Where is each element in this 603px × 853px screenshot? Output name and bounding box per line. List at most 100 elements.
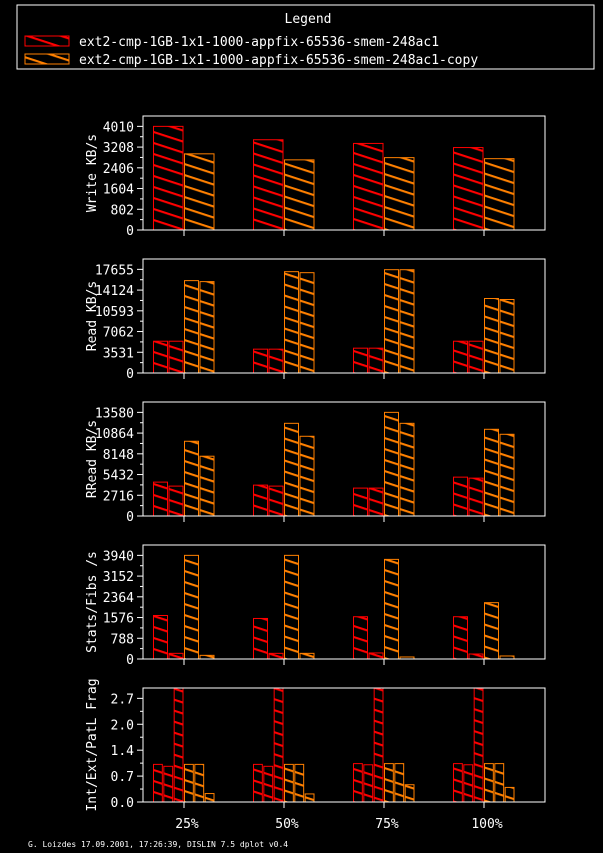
bar: [199, 654, 215, 660]
bar: [468, 653, 484, 660]
y-tick-label: 2.0: [111, 718, 134, 733]
bar: [168, 340, 184, 374]
bar: [284, 422, 299, 517]
legend-label-series-2: ext2-cmp-1GB-1x1-1000-appfix-65536-smem-…: [79, 53, 478, 68]
y-tick-label: 0: [126, 510, 134, 525]
bar: [253, 484, 268, 517]
y-tick-label: 4010: [103, 120, 134, 135]
bar: [468, 340, 484, 374]
bar: [384, 558, 399, 660]
bar: [268, 485, 284, 517]
bar: [353, 616, 368, 660]
y-axis-label: RRead KB/s: [85, 420, 100, 498]
bar: [184, 554, 199, 660]
bar: [273, 687, 284, 803]
bar: [453, 616, 468, 660]
bar: [473, 687, 484, 803]
bar: [368, 347, 384, 374]
bar: [353, 763, 363, 803]
bar: [299, 272, 315, 374]
bar: [253, 348, 268, 374]
y-tick-label: 0: [126, 653, 134, 668]
bar: [384, 157, 415, 231]
bar: [384, 763, 394, 803]
legend-box: [16, 4, 595, 70]
bar: [463, 764, 474, 803]
legend-swatch-series-1: [24, 35, 70, 47]
y-tick-label: 1604: [103, 183, 134, 198]
bar: [153, 614, 168, 660]
bar: [194, 763, 205, 803]
y-tick-label: 10864: [95, 427, 134, 442]
legend-label-series-1: ext2-cmp-1GB-1x1-1000-appfix-65536-smem-…: [79, 35, 439, 50]
plot-frame: [142, 401, 546, 517]
y-tick-label: 2406: [103, 162, 134, 177]
y-tick-label: 0.7: [111, 770, 134, 785]
bar: [404, 784, 415, 803]
bar: [399, 422, 415, 517]
y-axis-label: Stats/Fibs /s: [85, 551, 100, 653]
bar: [494, 763, 505, 803]
bar: [484, 763, 494, 803]
bar: [499, 298, 515, 374]
bar: [484, 298, 499, 374]
y-tick-label: 14124: [95, 284, 134, 299]
bar: [304, 793, 315, 803]
bar: [373, 687, 384, 803]
plot-frame: [142, 115, 546, 231]
y-axis-label: Read KB/s: [85, 281, 100, 351]
bar: [453, 476, 468, 517]
bar: [268, 348, 284, 374]
bar: [284, 159, 315, 231]
bar: [299, 652, 315, 660]
panel-int-ext-patl-frag: 0.0 0.7 1.4 2.0 2.7 Int/Ext/PatL Frag: [85, 678, 546, 812]
y-tick-label: 3531: [103, 346, 134, 361]
bar: [253, 617, 268, 660]
bar: [453, 763, 463, 803]
y-tick-label: 3152: [103, 570, 134, 585]
bar: [484, 602, 499, 660]
bar: [173, 687, 184, 803]
y-tick-label: 0: [126, 367, 134, 382]
plot-frame: [142, 544, 546, 660]
bar: [204, 793, 215, 803]
bar: [253, 763, 263, 803]
y-tick-label: 0: [126, 224, 134, 239]
bar: [299, 435, 315, 517]
y-tick-label: 10593: [95, 305, 134, 320]
bar: [153, 340, 168, 374]
bar: [153, 763, 163, 803]
y-tick-label: 8148: [103, 448, 134, 463]
bar: [253, 139, 284, 231]
bar: [284, 763, 294, 803]
y-tick-label: 5432: [103, 469, 134, 484]
bar: [284, 271, 299, 374]
bar: [184, 153, 215, 231]
plot-frame: [142, 687, 546, 803]
bar: [399, 269, 415, 374]
legend-swatch-series-2: [24, 53, 70, 65]
y-tick-label: 17655: [95, 263, 134, 278]
x-axis-labels: 25% 50% 75% 100%: [175, 817, 503, 832]
bar: [384, 411, 399, 517]
y-tick-label: 2716: [103, 489, 134, 504]
bar: [199, 455, 215, 517]
y-tick-label: 1576: [103, 612, 134, 627]
legend-title: Legend: [285, 12, 332, 27]
bar: [184, 763, 194, 803]
x-tick-label: 50%: [275, 817, 299, 832]
y-tick-label: 13580: [95, 406, 134, 421]
bar: [484, 158, 515, 231]
y-tick-label: 1.4: [111, 744, 135, 759]
bar: [468, 477, 484, 517]
x-tick-label: 100%: [471, 817, 502, 832]
bar: [184, 440, 199, 517]
bar: [499, 433, 515, 517]
bar: [363, 764, 374, 803]
footer-credit: G. Loizdes 17.09.2001, 17:26:39, DISLIN …: [28, 840, 288, 849]
bar: [199, 281, 215, 374]
bar: [153, 125, 184, 231]
